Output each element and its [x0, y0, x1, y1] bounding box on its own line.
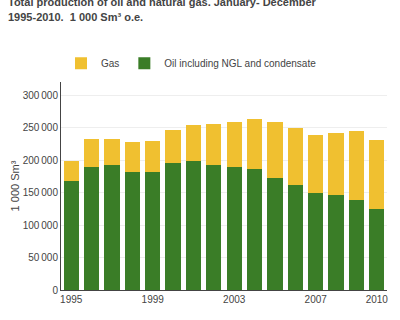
- svg-text:150 000: 150 000: [23, 187, 59, 198]
- svg-text:2007: 2007: [305, 294, 328, 305]
- svg-text:250 000: 250 000: [23, 122, 59, 133]
- svg-text:0: 0: [52, 285, 58, 296]
- svg-text:Total production of oil and na: Total production of oil and natural gas.…: [8, 0, 317, 23]
- svg-text:Oil including NGL and condensa: Oil including NGL and condensate: [164, 58, 316, 69]
- svg-text:2010: 2010: [366, 294, 389, 305]
- svg-text:1999: 1999: [142, 294, 165, 305]
- svg-text:1995: 1995: [60, 294, 83, 305]
- svg-text:200 000: 200 000: [23, 155, 59, 166]
- svg-text:Gas: Gas: [101, 58, 119, 69]
- svg-text:2003: 2003: [223, 294, 246, 305]
- svg-text:300 000: 300 000: [23, 90, 59, 101]
- svg-text:50 000: 50 000: [28, 252, 58, 263]
- svg-text:100 000: 100 000: [23, 220, 59, 231]
- svg-text:1 000 Sm³: 1 000 Sm³: [9, 160, 21, 211]
